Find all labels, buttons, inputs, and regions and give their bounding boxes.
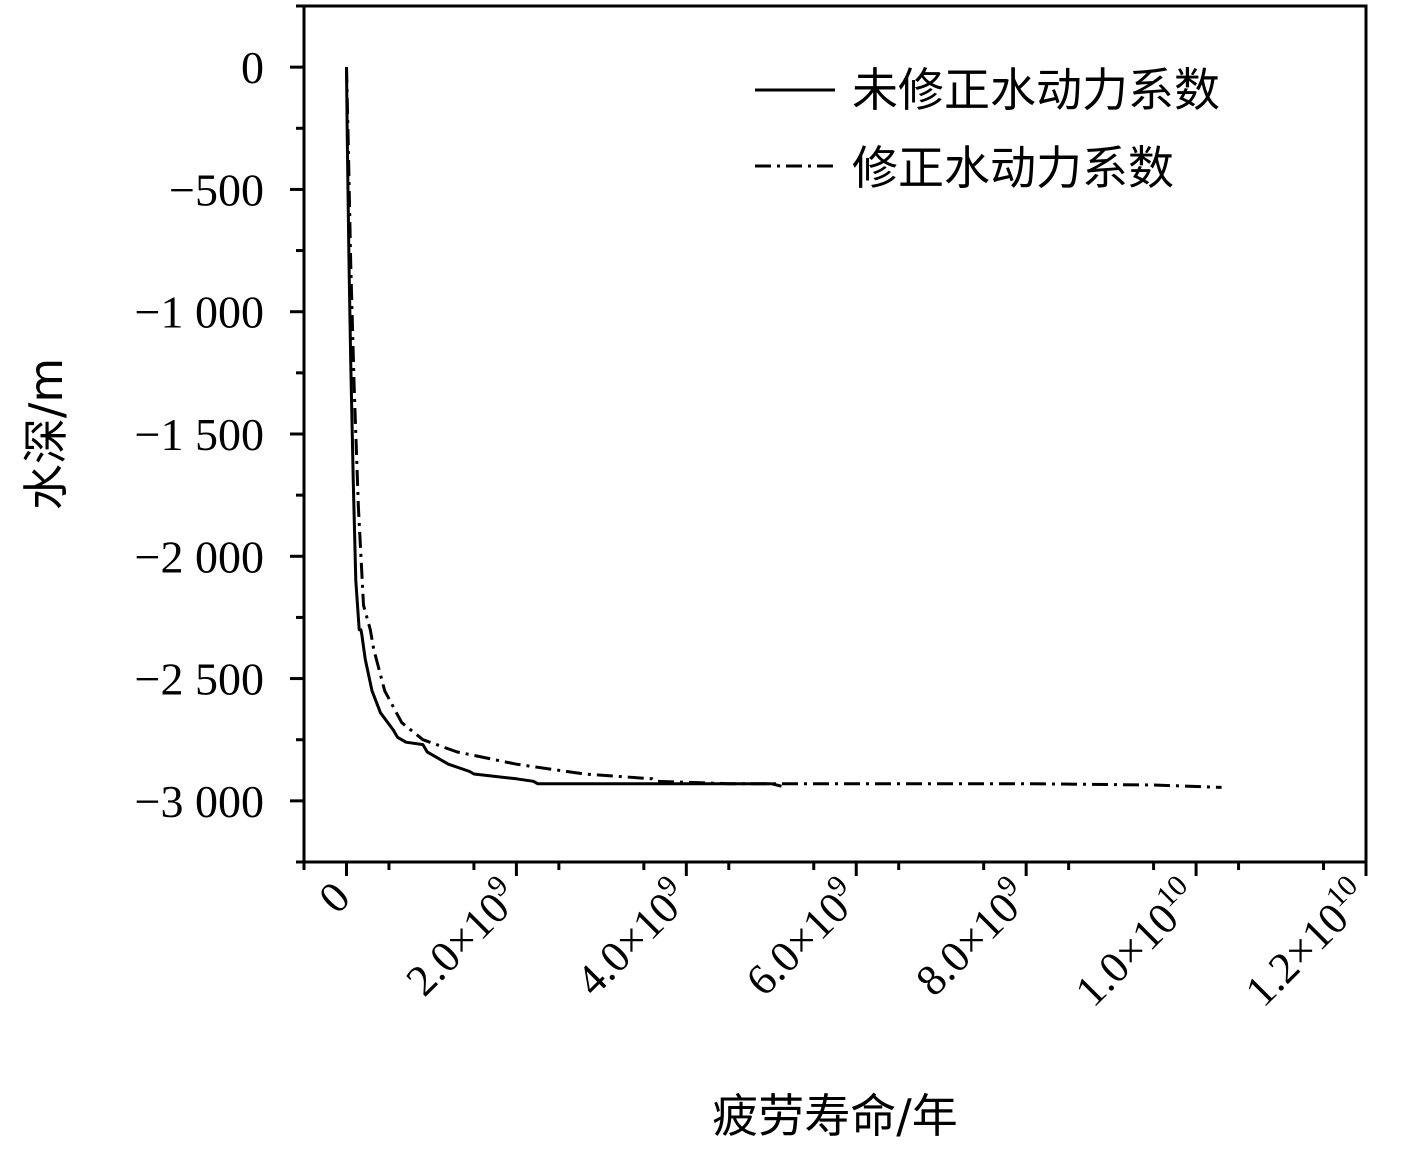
y-tick-label: −1 000 [135,287,264,338]
y-tick-label: −3 000 [135,776,264,827]
x-tick-label-base: 1.2×10 [1236,894,1358,1016]
y-tick-label: −2 500 [135,654,264,705]
y-tick-label: −2 000 [135,531,264,582]
x-tick-label: 0 [309,872,359,922]
y-tick-label: 0 [241,42,264,93]
x-tick-label-base: 1.0×10 [1066,894,1188,1016]
x-tick-label-base: 8.0×10 [906,883,1028,1005]
legend-label-uncorrected: 未修正水动力系数 [852,63,1220,117]
series-layer [345,67,1222,789]
x-tick-label: 8.0×109 [903,869,1039,1005]
y-axis-title: 水深/m [19,358,73,510]
x-tick-label-base: 0 [309,872,359,922]
y-tick-label: −1 500 [135,409,264,460]
x-tick-label-base: 2.0×10 [397,883,519,1005]
series-line-corrected [345,67,1222,789]
x-tick-label-base: 4.0×10 [567,883,689,1005]
x-axis-title: 疲劳寿命/年 [712,1089,958,1143]
legend: 未修正水动力系数 修正水动力系数 [755,63,1220,195]
series-line-uncorrected [345,67,782,788]
x-tick-label: 1.2×1010 [1232,869,1379,1016]
plot-frame [302,4,1368,864]
y-axis-ticks: 0 −500 −1 000 −1 500 −2 000 −2 500 −3 000 [135,4,304,864]
x-tick-label: 6.0×109 [733,869,869,1005]
x-tick-label: 1.0×1010 [1062,869,1209,1016]
x-tick-label: 4.0×109 [563,869,699,1005]
x-axis-ticks: 0 2.0×109 4.0×109 6.0×109 8.0×1091.0×10101.2… [302,862,1379,1016]
x-tick-label-base: 6.0×10 [736,883,858,1005]
x-tick-label: 2.0×109 [393,869,529,1005]
y-tick-label: −500 [169,164,264,215]
legend-label-corrected: 修正水动力系数 [852,141,1174,195]
